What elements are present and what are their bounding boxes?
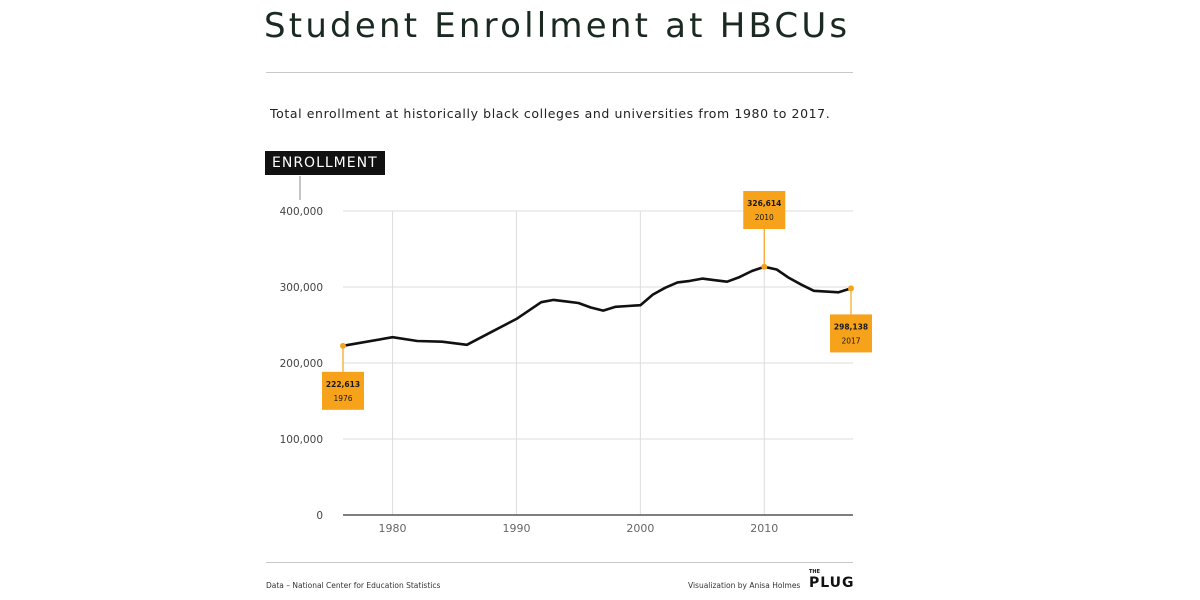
chart-subtitle: Total enrollment at historically black c… xyxy=(270,106,831,121)
y-tick-label: 100,000 xyxy=(280,434,323,446)
footer-divider xyxy=(266,562,853,563)
chart-title: Student Enrollment at HBCUs xyxy=(264,6,851,46)
annotation-marker xyxy=(761,263,768,270)
annotation-box xyxy=(743,191,786,229)
annotation-box xyxy=(322,371,364,410)
y-tick-label: 0 xyxy=(316,510,323,522)
x-tick-label: 2010 xyxy=(750,522,778,535)
y-tick-label: 300,000 xyxy=(280,282,323,294)
x-tick-label: 2000 xyxy=(626,522,654,535)
annotation-marker xyxy=(848,285,854,292)
y-axis-label-badge: ENROLLMENT xyxy=(265,151,385,175)
x-tick-label: 1990 xyxy=(502,522,530,535)
title-divider xyxy=(266,72,853,73)
x-tick-label: 1980 xyxy=(379,522,407,535)
annotation-box xyxy=(830,314,872,353)
enrollment-series-line xyxy=(341,265,853,348)
visualization-credit: Visualization by Anisa Holmes xyxy=(688,581,801,590)
annotation-value-label: 326,614 xyxy=(747,199,781,208)
data-source-note: Data – National Center for Education Sta… xyxy=(266,581,441,590)
annotation-year-label: 2010 xyxy=(755,213,774,222)
annotation-year-label: 1976 xyxy=(333,394,352,403)
annotation-value-label: 298,138 xyxy=(834,322,868,331)
annotation-year-label: 2017 xyxy=(841,336,860,345)
the-plug-logo: THE PLUG xyxy=(809,569,855,593)
logo-small-text: THE xyxy=(809,569,821,575)
annotation-value-label: 222,613 xyxy=(326,380,360,389)
logo-main-text: PLUG xyxy=(809,575,855,591)
y-tick-label: 400,000 xyxy=(280,206,323,218)
y-tick-label: 200,000 xyxy=(280,358,323,370)
annotation-marker xyxy=(340,342,346,349)
